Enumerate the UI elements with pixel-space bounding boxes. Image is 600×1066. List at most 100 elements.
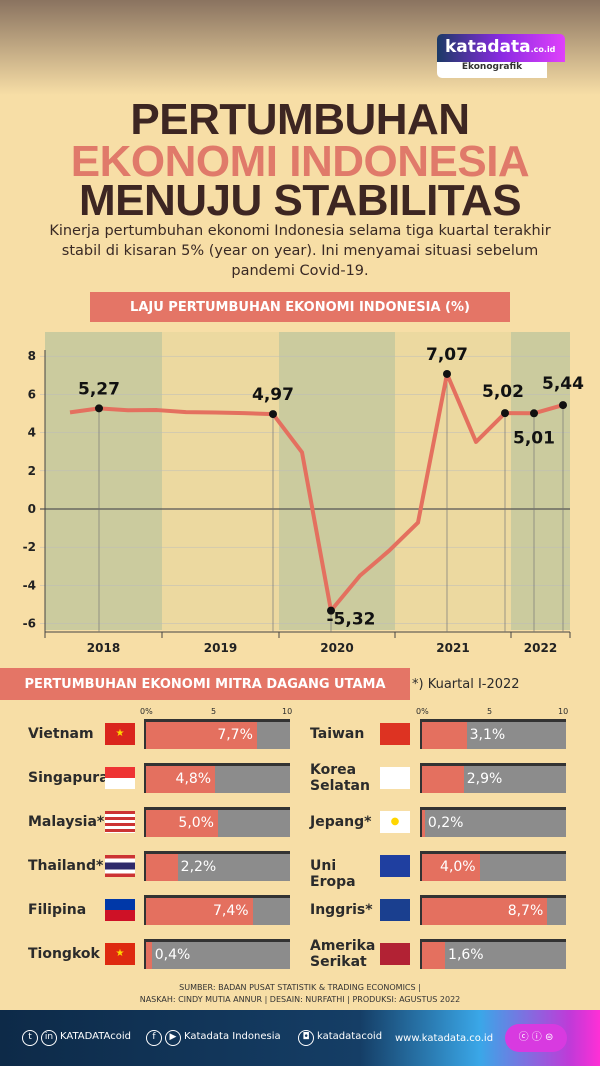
growth-bar: 5,0% — [144, 807, 290, 837]
growth-bar: 0,4% — [144, 939, 290, 969]
bar-chart-title: PERTUMBUHAN EKONOMI MITRA DAGANG UTAMA — [0, 668, 410, 700]
footer-instagram[interactable]: ◘ katadatacoid — [298, 1030, 382, 1046]
china-flag-icon: ★ — [105, 943, 135, 965]
growth-bar: 2,9% — [420, 763, 566, 793]
growth-bar-fill — [422, 942, 446, 969]
website-link[interactable]: www.katadata.co.id — [395, 1033, 494, 1044]
country-name: Jepang* — [310, 814, 372, 830]
growth-bar: 7,4% — [144, 895, 290, 925]
growth-bar-fill — [422, 898, 548, 925]
year-band — [395, 332, 511, 630]
growth-bar-fill — [422, 854, 480, 881]
growth-bar-fill — [146, 766, 216, 793]
uk-flag-icon — [380, 899, 410, 921]
growth-bar-fill — [146, 810, 218, 837]
growth-value: 4,0% — [440, 859, 476, 875]
country-name: Amerika Serikat — [310, 938, 376, 970]
growth-value: 3,1% — [469, 727, 506, 743]
data-label: 5,02 — [482, 382, 524, 402]
data-label: 5,01 — [513, 428, 555, 448]
eu-flag-icon — [380, 855, 410, 877]
scale-tick: 5 — [487, 707, 493, 716]
growth-value: 2,9% — [466, 771, 503, 787]
year-label: 2018 — [87, 641, 120, 655]
data-point — [501, 409, 509, 418]
data-label: 7,07 — [426, 345, 468, 365]
growth-bar-fill — [146, 942, 152, 969]
twitter-icon[interactable]: t — [22, 1030, 38, 1046]
growth-bar: 8,7% — [420, 895, 566, 925]
growth-bar: 4,0% — [420, 851, 566, 881]
creative-commons-icon: ⓒ ⓘ ⊜ — [505, 1024, 567, 1052]
growth-value: 2,2% — [180, 859, 217, 875]
data-point — [95, 404, 103, 413]
scale-tick: 5 — [211, 707, 217, 716]
youtube-icon[interactable]: ▶ — [165, 1030, 181, 1046]
growth-bar: 7,7% — [144, 719, 290, 749]
growth-bar-fill — [146, 854, 178, 881]
growth-value: 7,7% — [217, 727, 253, 743]
linkedin-icon[interactable]: in — [41, 1030, 57, 1046]
growth-value: 4,8% — [175, 771, 212, 787]
thailand-flag-icon — [105, 855, 135, 877]
growth-bar: 2,2% — [144, 851, 290, 881]
growth-value: 0,2% — [427, 815, 464, 831]
growth-bar: 4,8% — [144, 763, 290, 793]
y-tick-label: 0 — [28, 502, 36, 516]
data-label: 4,97 — [252, 385, 294, 405]
country-name: Inggris* — [310, 902, 373, 918]
title-line-3: MENUJU STABILITAS — [78, 176, 522, 225]
country-name: Taiwan — [310, 726, 365, 742]
intro-text: Kinerja pertumbuhan ekonomi Indonesia se… — [49, 223, 551, 279]
year-label: 2020 — [320, 641, 353, 655]
year-band — [511, 332, 570, 630]
malaysia-flag-icon — [105, 811, 135, 833]
growth-bar-fill — [146, 898, 253, 925]
footnote: *) Kuartal I-2022 — [412, 677, 520, 692]
facebook-handle: Katadata Indonesia — [184, 1031, 281, 1042]
country-name: Malaysia* — [28, 814, 105, 830]
country-name: Uni Eropa — [310, 858, 356, 890]
growth-bar-fill — [422, 722, 467, 749]
taiwan-flag-icon — [380, 723, 410, 745]
footer-twitter-linkedin[interactable]: t in KATADATAcoid — [22, 1030, 131, 1046]
y-tick-label: -4 — [23, 578, 36, 592]
growth-bar-fill — [422, 810, 425, 837]
data-label: -5,32 — [327, 610, 376, 630]
growth-value: 5,0% — [178, 815, 214, 831]
south-korea-flag-icon — [380, 767, 410, 789]
title-line-1: PERTUMBUHAN — [130, 95, 470, 144]
instagram-icon[interactable]: ◘ — [298, 1030, 314, 1046]
scale-tick: 10 — [282, 707, 293, 716]
twitter-handle: KATADATAcoid — [60, 1031, 131, 1042]
credits: SUMBER: BADAN PUSAT STATISTIK & TRADING … — [0, 982, 600, 1006]
year-band — [162, 332, 279, 630]
year-label: 2019 — [204, 641, 237, 655]
y-tick-label: 6 — [28, 387, 36, 401]
scale-tick: 0% — [140, 707, 153, 716]
data-label: 5,27 — [78, 379, 120, 399]
data-label: 5,44 — [542, 374, 584, 394]
footer-facebook-youtube[interactable]: f ▶ Katadata Indonesia — [146, 1030, 281, 1046]
y-tick-label: 8 — [28, 349, 36, 363]
scale-tick: 0% — [416, 707, 429, 716]
katadata-logo[interactable]: katadata.co.id Ekonografik — [437, 34, 565, 78]
gdp-growth-line — [69, 371, 564, 613]
year-label: 2022 — [524, 641, 557, 655]
data-point — [443, 369, 451, 378]
usa-flag-icon — [380, 943, 410, 965]
country-name: Korea Selatan — [310, 762, 370, 794]
line-chart-title: LAJU PERTUMBUHAN EKONOMI INDONESIA (%) — [90, 292, 510, 322]
growth-bar: 1,6% — [420, 939, 566, 969]
section-label: Ekonografik — [437, 62, 547, 78]
japan-flag-icon: ● — [380, 811, 410, 833]
instagram-handle: katadatacoid — [317, 1031, 383, 1042]
year-band — [45, 332, 162, 630]
facebook-icon[interactable]: f — [146, 1030, 162, 1046]
data-point — [559, 401, 567, 410]
growth-value: 1,6% — [448, 947, 484, 963]
singapore-flag-icon — [105, 767, 135, 789]
growth-bar: 3,1% — [420, 719, 566, 749]
title-line-2: EKONOMI INDONESIA — [70, 137, 530, 186]
credits-source: SUMBER: BADAN PUSAT STATISTIK & TRADING … — [179, 983, 421, 992]
